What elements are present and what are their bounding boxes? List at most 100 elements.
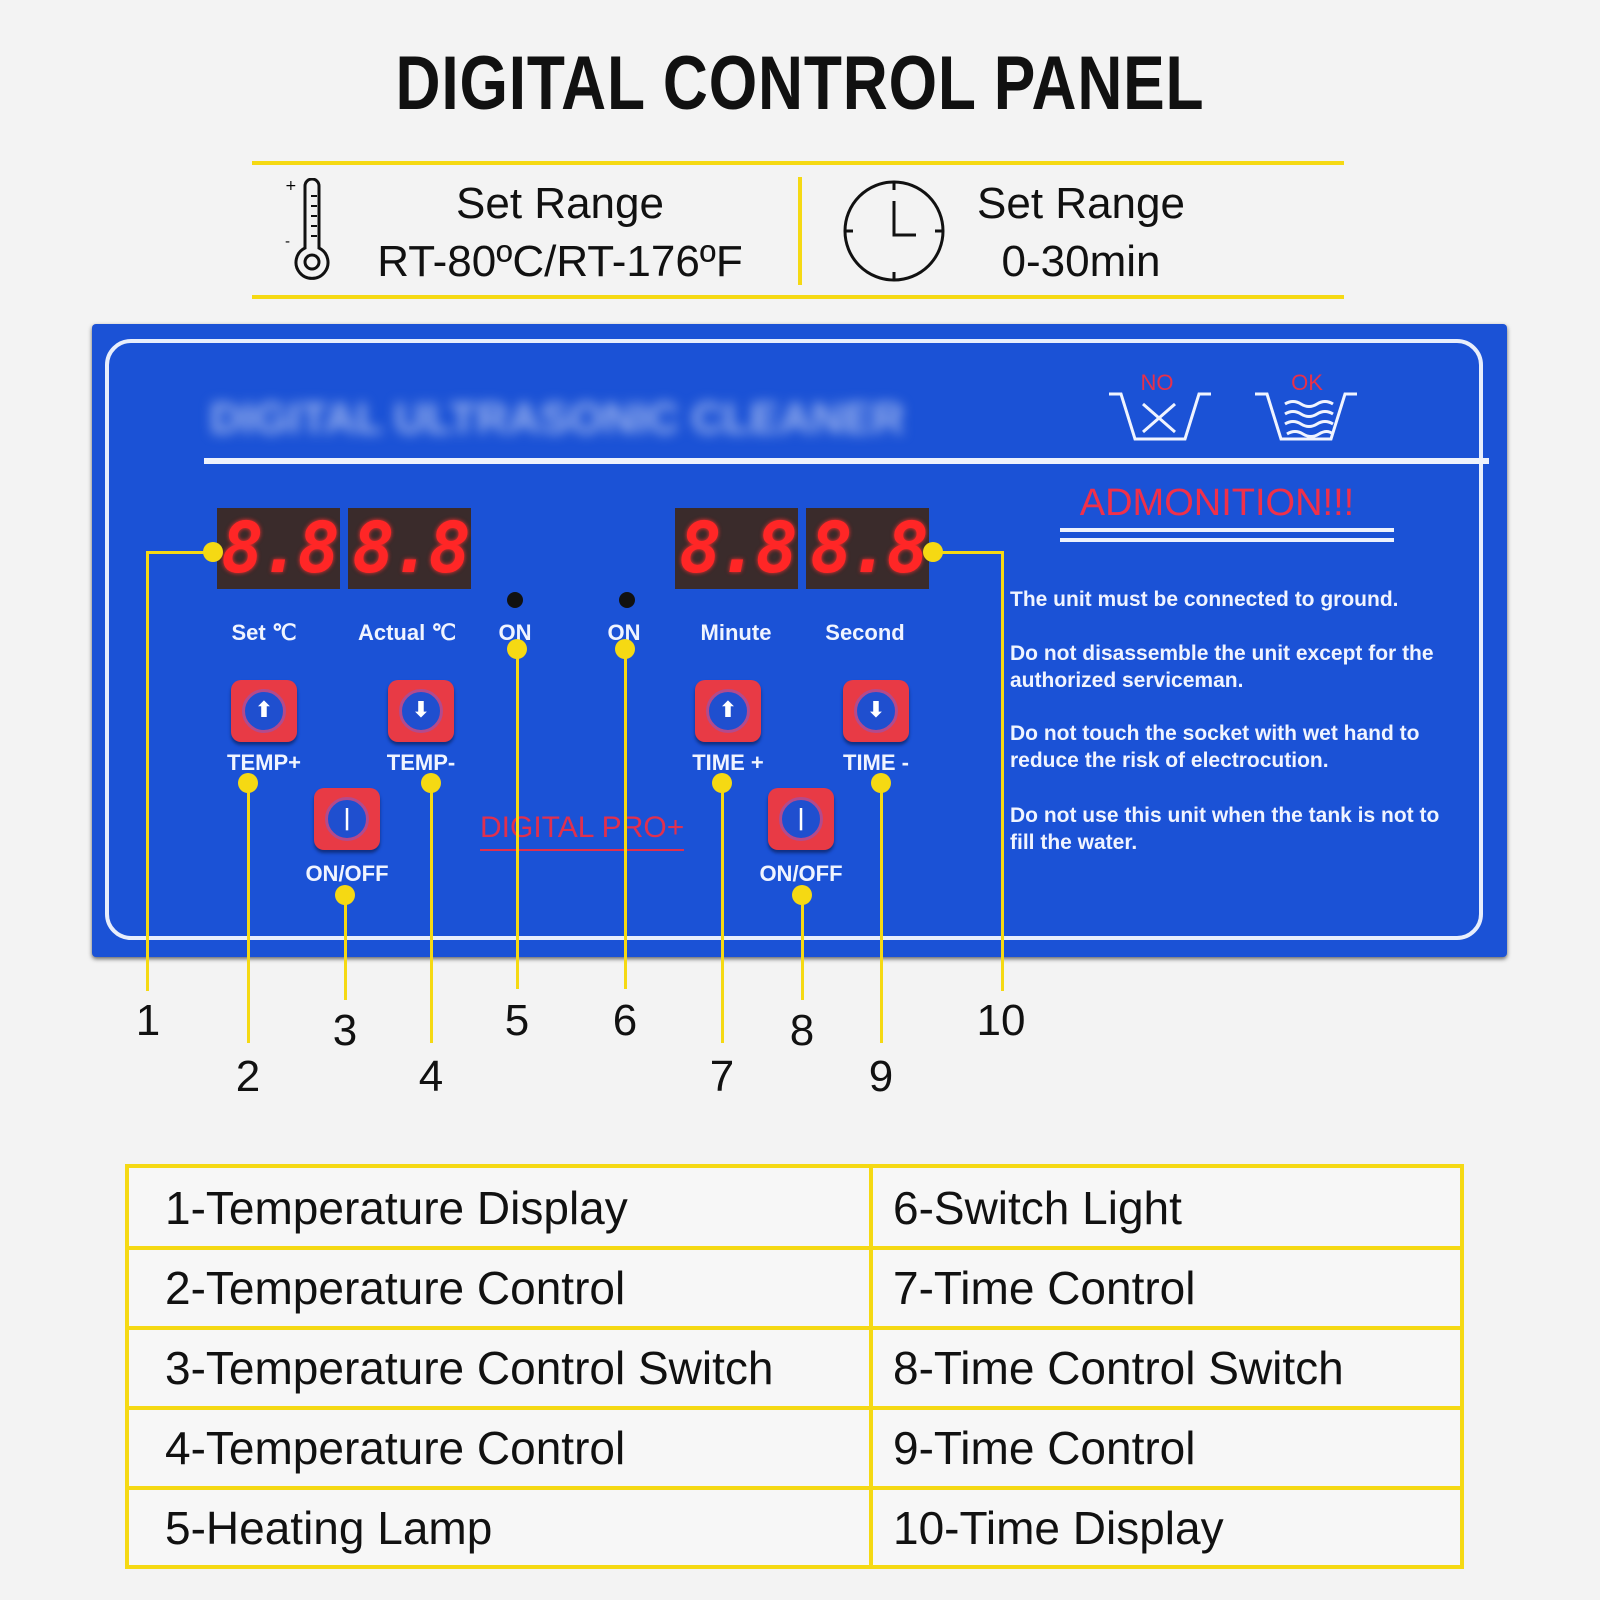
callout-number: 2 [235, 1052, 261, 1101]
callout-line [344, 895, 347, 1000]
temp-minus-button[interactable]: ⬇ [388, 680, 454, 742]
row-divider [129, 1246, 1460, 1250]
callout-number: 10 [976, 996, 1026, 1045]
minute-label: Minute [700, 620, 772, 645]
row-divider [129, 1486, 1460, 1490]
callout-line [430, 783, 433, 1043]
temp-range: Set Range RT-80ºC/RT-176ºF [340, 175, 780, 291]
callout-dot [712, 773, 732, 793]
svg-text:+: + [285, 178, 297, 194]
clock-icon [843, 180, 945, 282]
legend-table: 1-Temperature Display 6-Switch Light 2-Tem… [125, 1164, 1464, 1569]
legend-item: 5-Heating Lamp [165, 1502, 493, 1554]
warning-1: The unit must be connected to ground. [1010, 588, 1399, 611]
admonition-heading: ADMONITION!!! [1079, 482, 1355, 524]
callout-dot [923, 542, 943, 562]
legend-item: 4-Temperature Control [165, 1422, 626, 1474]
callout-number: 5 [504, 996, 530, 1045]
arrow-up-icon: ⬆ [706, 689, 750, 733]
callout-dot [421, 773, 441, 793]
legend-item: 9-Time Control [893, 1422, 1196, 1474]
second-label: Second [825, 620, 905, 645]
control-panel: DIGITAL ULTRASONIC CLEANER NO OK ADMONIT… [92, 324, 1507, 957]
callout-line [247, 783, 250, 1043]
power-icon: | [325, 797, 369, 841]
second-display: 8.8 [806, 508, 929, 589]
time-minus-label: TIME - [843, 750, 909, 775]
warning-4: Do not use this unit when the tank is no… [1010, 804, 1440, 854]
callout-line [146, 551, 149, 991]
legend-item: 1-Temperature Display [165, 1182, 628, 1234]
time-onoff-label: ON/OFF [759, 861, 843, 886]
temp-set-display: 8.8 [217, 508, 340, 589]
callout-dot [335, 885, 355, 905]
warning-3: Do not touch the socket with wet hand to… [1010, 722, 1420, 772]
callout-dot [203, 542, 223, 562]
callout-dot [792, 885, 812, 905]
callout-line [721, 783, 724, 1043]
device-title: DIGITAL ULTRASONIC CLEANER [210, 394, 905, 443]
heating-lamp [507, 592, 523, 608]
thermometer-icon: + - [285, 178, 330, 280]
temp-plus-button[interactable]: ⬆ [231, 680, 297, 742]
time-minus-button[interactable]: ⬇ [843, 680, 909, 742]
legend-item: 6-Switch Light [893, 1182, 1182, 1234]
callout-number: 9 [868, 1052, 894, 1101]
callout-line [516, 649, 519, 989]
time-range: Set Range 0-30min [950, 175, 1212, 291]
minute-display: 8.8 [675, 508, 798, 589]
page-title: DIGITAL CONTROL PANEL [395, 41, 1205, 126]
warning-2: Do not disassemble the unit except for t… [1010, 642, 1434, 692]
panel-border [105, 339, 1483, 940]
temp-onoff-button[interactable]: | [314, 788, 380, 850]
actual-label: Actual ℃ [357, 620, 457, 645]
callout-line [880, 783, 883, 1043]
temp-actual-display: 8.8 [348, 508, 471, 589]
callout-line [933, 551, 1003, 554]
callout-number: 6 [612, 996, 638, 1045]
callout-number: 7 [709, 1052, 735, 1101]
power-icon: | [779, 797, 823, 841]
row-divider [129, 1406, 1460, 1410]
water-level-icons: NO OK [1109, 374, 1357, 441]
callout-line [147, 551, 213, 554]
row-divider [129, 1326, 1460, 1330]
callout-number: 4 [418, 1052, 444, 1101]
brand-logo: DIGITAL PRO+ [480, 811, 685, 851]
divider [252, 295, 1344, 299]
divider [798, 177, 802, 285]
set-label: Set ℃ [231, 620, 297, 645]
temp-range-label: Set Range [456, 179, 664, 228]
legend-item: 3-Temperature Control Switch [165, 1342, 774, 1394]
temp-minus-label: TEMP- [386, 750, 456, 775]
callout-dot [238, 773, 258, 793]
arrow-up-icon: ⬆ [242, 689, 286, 733]
time-range-label: Set Range [977, 179, 1185, 228]
time-onoff-button[interactable]: | [768, 788, 834, 850]
time-plus-label: TIME + [692, 750, 764, 775]
callout-dot [871, 773, 891, 793]
panel-rule [204, 458, 1489, 464]
temp-onoff-label: ON/OFF [305, 861, 389, 886]
temp-range-value: RT-80ºC/RT-176ºF [377, 237, 743, 286]
time-plus-button[interactable]: ⬆ [695, 680, 761, 742]
temp-plus-label: TEMP+ [227, 750, 301, 775]
divider [252, 161, 1344, 165]
switch-light [619, 592, 635, 608]
callout-line [624, 649, 627, 989]
svg-text:-: - [285, 234, 290, 250]
legend-item: 7-Time Control [893, 1262, 1196, 1314]
callout-number: 3 [332, 1006, 358, 1055]
time-range-value: 0-30min [1001, 237, 1161, 286]
legend-item: 8-Time Control Switch [893, 1342, 1344, 1394]
callout-dot [507, 639, 527, 659]
svg-text:OK: OK [1291, 374, 1323, 395]
legend-item: 10-Time Display [893, 1502, 1224, 1554]
column-divider [869, 1168, 873, 1565]
legend-item: 2-Temperature Control [165, 1262, 626, 1314]
panel-rule [1060, 528, 1394, 532]
callout-line [1001, 551, 1004, 991]
arrow-down-icon: ⬇ [854, 689, 898, 733]
panel-rule [1060, 538, 1394, 542]
callout-number: 1 [135, 996, 161, 1045]
